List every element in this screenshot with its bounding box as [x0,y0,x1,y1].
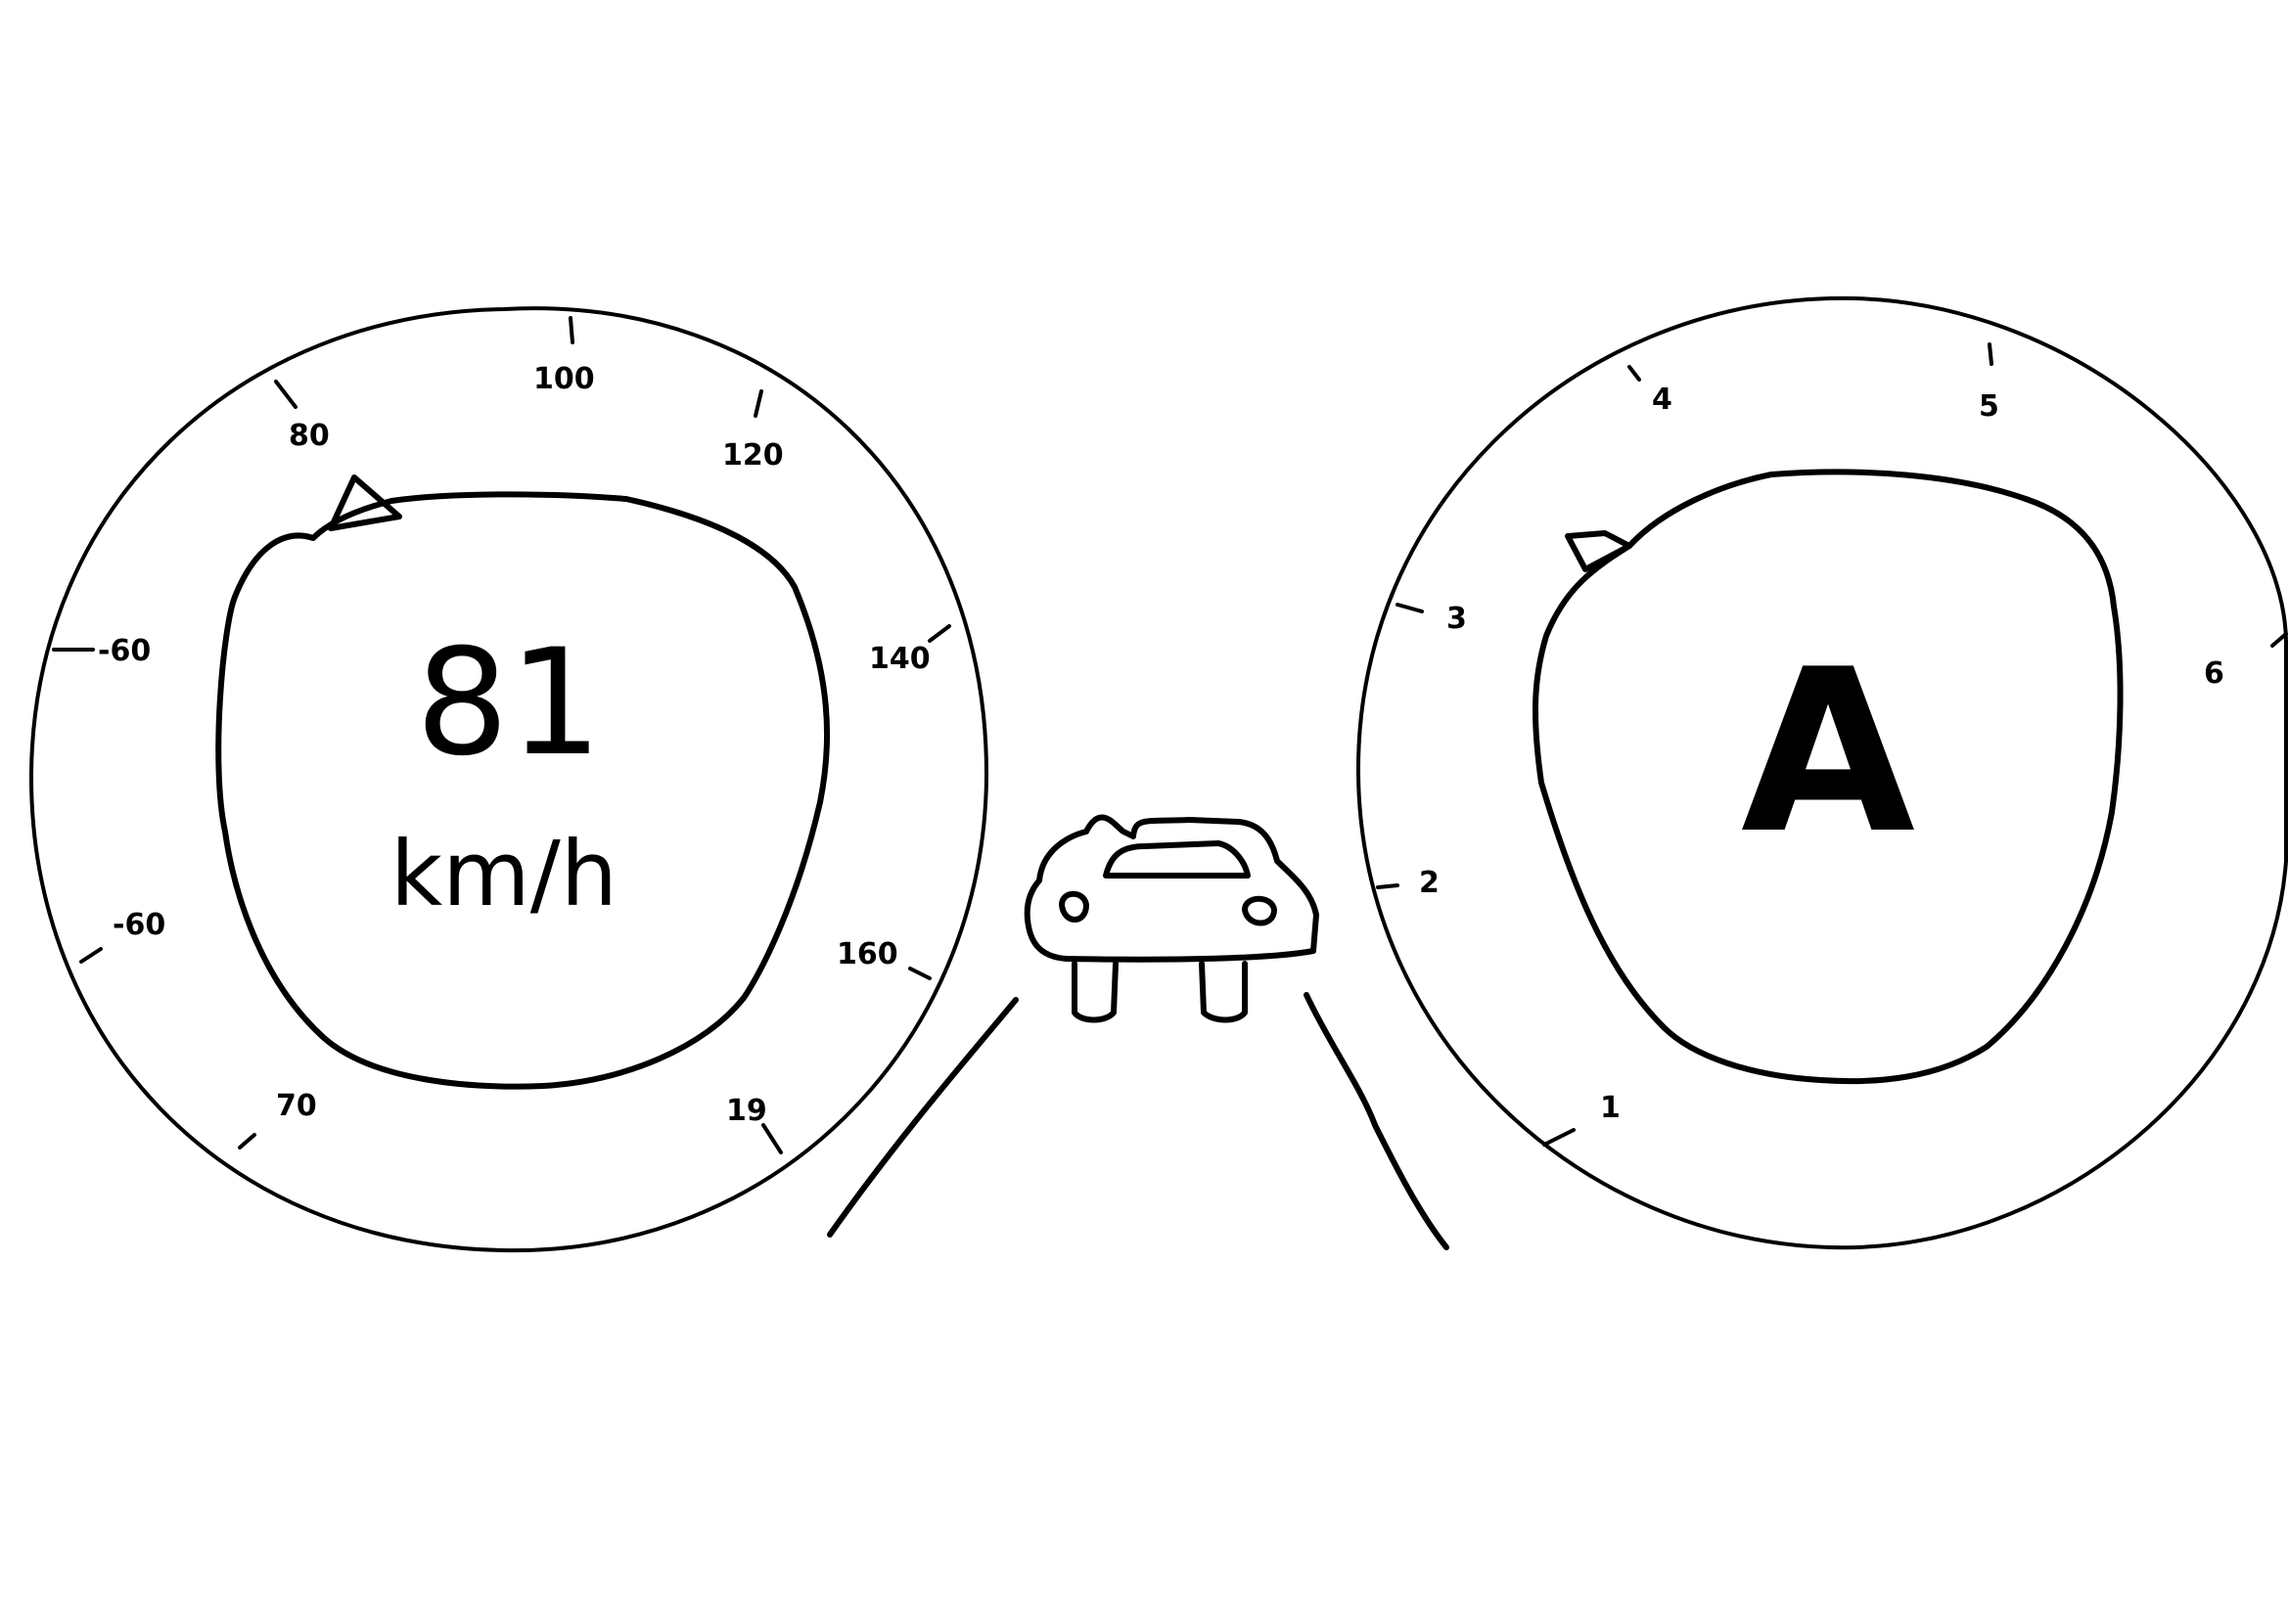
car-wheel-right [1199,961,1248,1023]
tick-mark [1627,365,1641,382]
speed-tick-label: -60 [113,908,165,942]
tick-mark [1542,1128,1576,1147]
speedometer-tick-labels: -60 80 100 120 140 -60 160 70 19 [98,362,931,1128]
road-lines-icon [827,992,1449,1250]
speed-tick-label: 140 [869,642,931,676]
gear-pointer-icon [1565,530,1632,572]
speed-tick-label: 160 [837,937,898,971]
tick-mark [761,1123,783,1154]
tick-mark [908,967,932,980]
tick-mark [79,947,103,964]
car-body [1024,814,1319,963]
gear-indicator: 1 2 3 4 5 6 A [1355,295,2288,1250]
speed-tick-label: -60 [98,634,151,668]
tick-mark [238,1133,256,1150]
gear-outer-ring [1355,295,2288,1250]
speed-value: 81 [416,618,603,789]
speedometer-tick-marks [52,316,951,1154]
gear-tick-label: 2 [1419,866,1440,900]
gear-tick-label: 3 [1446,602,1467,636]
speed-pointer-icon [328,474,402,531]
speed-tick-label: 120 [722,438,784,473]
speedometer-inner-dial [215,491,831,1090]
car-headlight-right [1242,895,1277,926]
gear-tick-label: 6 [2204,656,2224,691]
car-icon [1024,814,1319,1023]
tick-mark [754,389,763,418]
tick-mark [569,316,574,344]
gear-tick-label: 5 [1979,389,1999,424]
gear-tick-marks [1376,342,2288,1147]
speedometer: -60 80 100 120 140 -60 160 70 19 81 km/h [28,306,989,1253]
road-edge-left [827,997,1019,1238]
car-windshield [1103,840,1251,879]
gear-value: A [1741,622,1915,883]
tick-mark [928,624,951,643]
speed-unit: km/h [390,822,618,926]
speedometer-outer-ring [28,306,989,1253]
car-headlight-left [1059,890,1089,923]
tick-mark [1396,603,1424,613]
gear-inner-dial [1533,469,2124,1085]
tick-mark [274,380,297,409]
speed-tick-label: 100 [533,362,595,396]
tick-mark [1376,883,1399,889]
speed-tick-label: 19 [726,1094,767,1128]
tick-mark [2270,632,2288,648]
gear-tick-label: 1 [1600,1091,1621,1125]
road-edge-right [1304,992,1449,1250]
gear-tick-labels: 1 2 3 4 5 6 [1419,383,2224,1125]
speed-tick-label: 70 [276,1089,317,1123]
tick-mark [1988,342,1993,366]
car-wheel-left [1072,961,1119,1023]
gear-tick-label: 4 [1652,383,1672,417]
speed-tick-label: 80 [289,419,330,453]
